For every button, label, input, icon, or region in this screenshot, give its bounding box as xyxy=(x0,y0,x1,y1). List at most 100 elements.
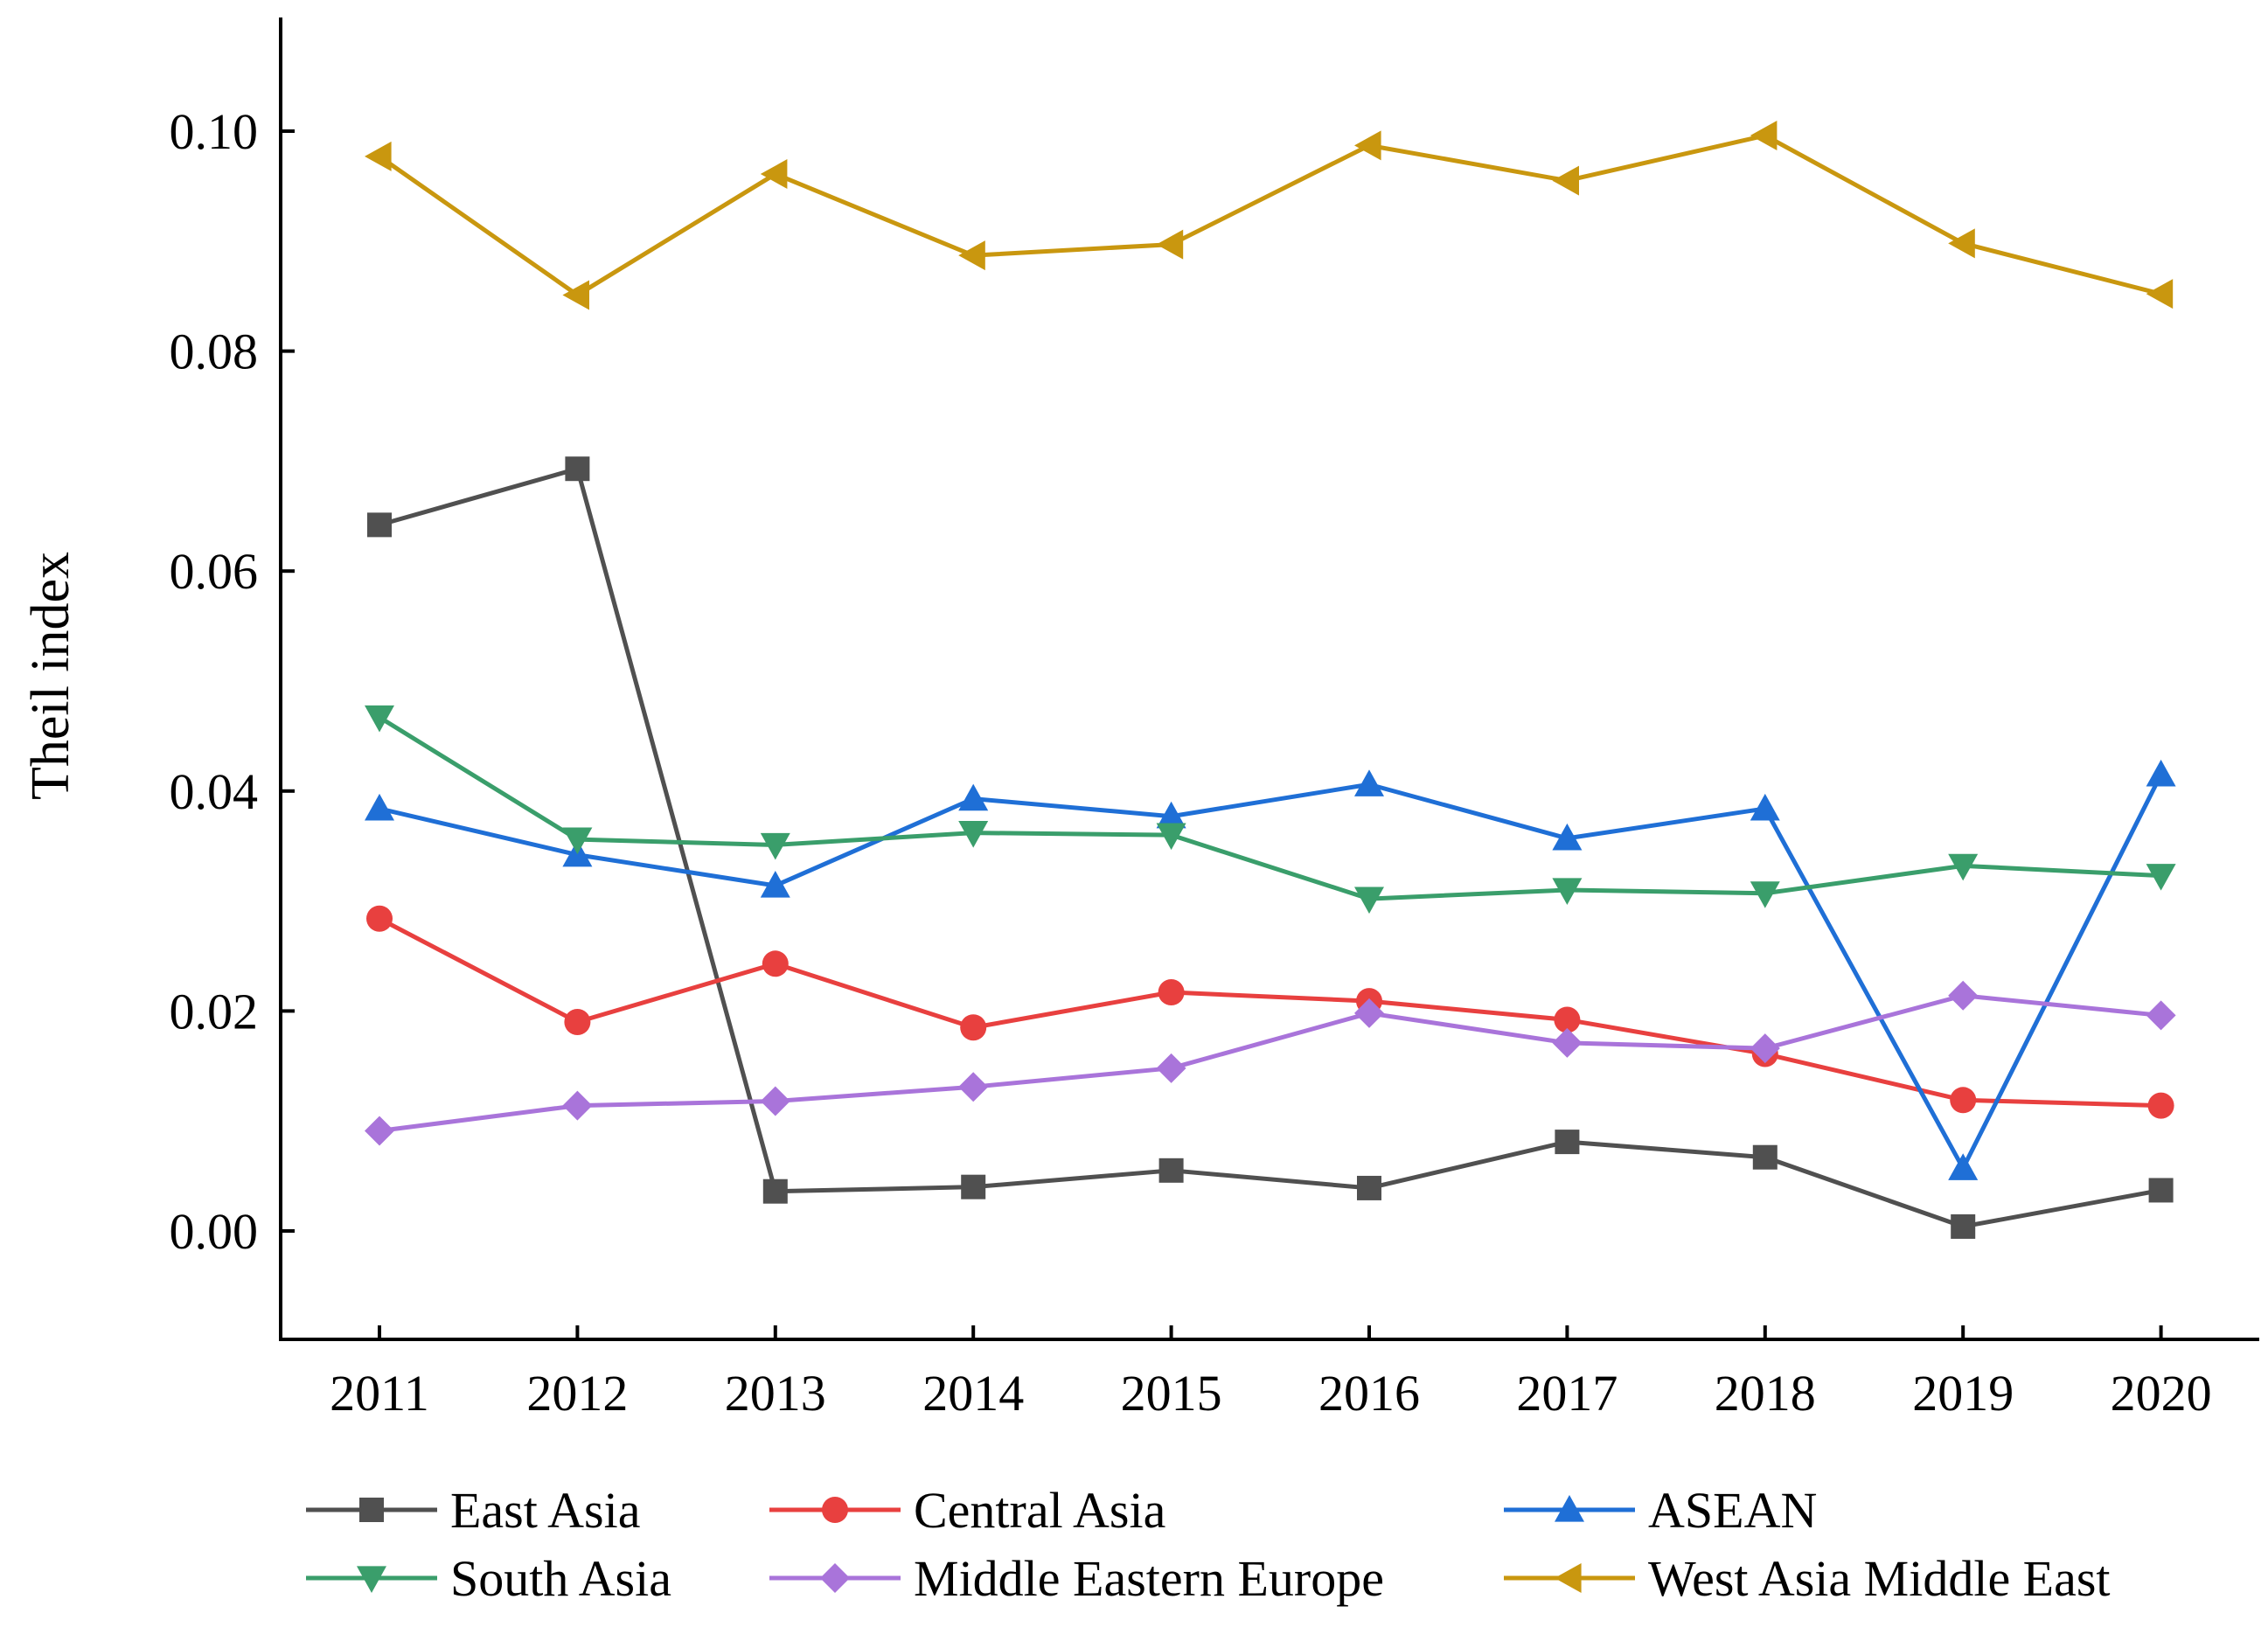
series-group xyxy=(365,121,2176,1239)
legend-swatch-marker xyxy=(357,1566,386,1593)
series-south-asia xyxy=(365,705,2176,914)
data-point-marker xyxy=(2148,1178,2174,1203)
y-tick-label: 0.06 xyxy=(170,543,259,600)
data-point-marker xyxy=(1354,130,1381,161)
data-point-marker xyxy=(1354,887,1384,914)
x-tick-label: 2015 xyxy=(1121,1365,1222,1422)
data-point-marker xyxy=(1951,1213,1976,1239)
series-line xyxy=(379,466,2162,1229)
data-point-marker xyxy=(958,1072,989,1102)
y-tick-label: 0.10 xyxy=(170,103,259,160)
x-tick-label: 2019 xyxy=(1912,1365,2014,1422)
data-point-marker xyxy=(1752,1144,1778,1170)
data-point-marker xyxy=(2146,1000,2176,1031)
data-point-marker xyxy=(365,1116,394,1146)
x-tick-label: 2012 xyxy=(526,1365,628,1422)
data-point-marker xyxy=(1156,229,1184,260)
data-point-marker xyxy=(2146,864,2176,891)
x-tick-label: 2014 xyxy=(922,1365,1024,1422)
legend-label: West Asia Middle East xyxy=(1648,1550,2111,1607)
legend-label: South Asia xyxy=(450,1550,671,1607)
data-point-marker xyxy=(562,827,593,855)
series-west-asia-middle-east xyxy=(365,121,2174,310)
data-point-marker xyxy=(366,905,393,932)
data-point-marker xyxy=(1750,881,1780,908)
data-point-marker xyxy=(1554,1006,1581,1033)
legend-label: ASEAN xyxy=(1648,1482,1817,1539)
series-line xyxy=(378,916,2161,1109)
y-axis-title: Theil index xyxy=(21,552,80,800)
legend-label: Middle Eastern Europe xyxy=(914,1550,1384,1607)
data-point-marker xyxy=(760,870,790,898)
data-point-marker xyxy=(1354,769,1384,796)
series-line xyxy=(378,133,2162,297)
legend-item: Central Asia xyxy=(769,1482,1165,1539)
legend-item: South Asia xyxy=(306,1550,671,1607)
legend-label: East Asia xyxy=(450,1482,640,1539)
data-point-marker xyxy=(1948,980,1979,1011)
data-point-marker xyxy=(760,159,788,190)
data-point-marker xyxy=(1948,1153,1979,1180)
data-point-marker xyxy=(1555,1130,1580,1155)
data-point-marker xyxy=(958,240,985,271)
legend-label: Central Asia xyxy=(914,1482,1165,1539)
data-point-marker xyxy=(365,793,394,821)
data-point-marker xyxy=(1948,853,1979,881)
data-point-marker xyxy=(1552,165,1579,196)
legend-item: ASEAN xyxy=(1504,1482,1817,1539)
y-tick-label: 0.00 xyxy=(170,1203,259,1260)
x-tick-label: 2018 xyxy=(1715,1365,1816,1422)
x-tick-label: 2013 xyxy=(725,1365,826,1422)
data-point-marker xyxy=(958,821,989,848)
data-point-marker xyxy=(1552,823,1583,851)
legend-swatch-marker xyxy=(820,1563,850,1593)
legend-swatch-marker xyxy=(359,1498,384,1522)
data-point-marker xyxy=(1158,1158,1184,1183)
data-point-marker xyxy=(960,1014,987,1041)
data-point-marker xyxy=(562,1090,593,1121)
data-point-marker xyxy=(1357,1175,1381,1200)
legend: East Asia Central Asia ASEAN South Asia Midd… xyxy=(306,1482,2111,1607)
legend-swatch-marker xyxy=(1555,1495,1584,1522)
data-point-marker xyxy=(1552,878,1583,906)
data-point-marker xyxy=(367,512,392,538)
data-point-marker xyxy=(562,280,589,310)
series-asean xyxy=(365,759,2176,1180)
data-point-marker xyxy=(1354,998,1384,1028)
series-line xyxy=(379,993,2161,1134)
data-point-marker xyxy=(564,1008,591,1035)
data-point-marker xyxy=(565,456,590,482)
data-point-marker xyxy=(1552,1027,1583,1058)
data-point-marker xyxy=(2146,279,2174,309)
data-point-marker xyxy=(2147,1092,2174,1119)
data-point-marker xyxy=(1156,1053,1186,1083)
series-middle-eastern-europe xyxy=(365,980,2176,1146)
x-tick-label: 2016 xyxy=(1318,1365,1420,1422)
x-tick-label: 2011 xyxy=(330,1365,429,1422)
data-point-marker xyxy=(365,141,392,171)
x-tick-label: 2017 xyxy=(1516,1365,1618,1422)
legend-item: West Asia Middle East xyxy=(1504,1550,2111,1607)
legend-swatch-marker xyxy=(1555,1563,1582,1593)
data-point-marker xyxy=(760,1086,790,1116)
series-line xyxy=(379,773,2163,1171)
x-ticks: 2011 2012 2013 2014 2015 2016 2017 2018 2019 2020 xyxy=(330,1325,2212,1422)
series-east-asia xyxy=(367,456,2174,1239)
data-point-marker xyxy=(1750,1033,1780,1064)
legend-item: East Asia xyxy=(306,1482,640,1539)
y-tick-label: 0.02 xyxy=(170,983,259,1039)
legend-swatch-marker xyxy=(822,1497,848,1523)
axes xyxy=(279,17,2259,1341)
y-ticks: 0.00 0.02 0.04 0.06 0.08 0.10 xyxy=(170,103,295,1260)
data-point-marker xyxy=(1750,793,1780,821)
data-point-marker xyxy=(1750,121,1778,151)
data-point-marker xyxy=(760,832,790,860)
y-tick-label: 0.08 xyxy=(170,323,259,380)
legend-item: Middle Eastern Europe xyxy=(769,1550,1384,1607)
data-point-marker xyxy=(1158,979,1185,1006)
data-point-marker xyxy=(958,783,989,811)
x-tick-label: 2020 xyxy=(2111,1365,2212,1422)
data-point-marker xyxy=(2146,759,2176,787)
data-point-marker xyxy=(1948,228,1975,259)
